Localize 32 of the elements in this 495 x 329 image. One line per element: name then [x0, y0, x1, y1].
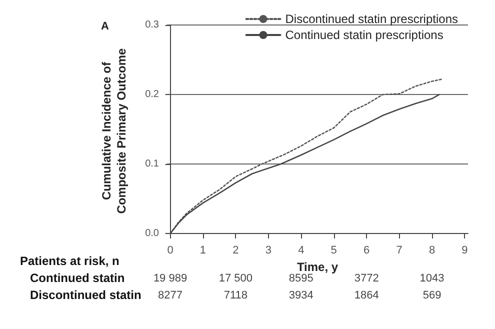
x-tick-label: 5: [330, 244, 337, 256]
text: 17 500: [218, 272, 253, 284]
legend-label: Discontinued statin prescriptions: [285, 12, 458, 26]
text: 8595: [288, 272, 314, 284]
y-tick-label: 0.2: [145, 89, 160, 100]
x-tick-label: 0: [167, 244, 174, 256]
legend-label: Continued statin prescriptions: [285, 28, 444, 42]
text: 569: [422, 290, 442, 302]
text: 1864: [354, 290, 379, 302]
text: 1043: [420, 272, 444, 284]
text: Continued statin: [30, 271, 125, 285]
y-tick-label: 0.1: [145, 158, 160, 170]
text: Patients at risk, n: [20, 254, 120, 268]
text: 3772: [354, 272, 379, 284]
text: 19 989: [153, 272, 188, 284]
y-tick-label: 0.3: [145, 20, 160, 30]
x-tick-label: 8: [428, 244, 436, 256]
x-tick-label: 1: [200, 244, 206, 256]
x-axis-title: Time, y: [296, 260, 338, 274]
chart-title: A: [101, 20, 109, 32]
text: 7118: [224, 290, 248, 302]
x-tick-label: 2: [232, 244, 239, 256]
x-tick-label: 7: [396, 244, 402, 256]
text: Discontinued statin: [30, 288, 142, 302]
text: 8277: [158, 290, 183, 302]
x-tick-label: 9: [462, 244, 468, 256]
x-tick-label: 6: [364, 244, 370, 256]
y-axis-title: Cumulative Incidence of Composite Primary Outcome: [100, 48, 128, 214]
x-tick-label: 3: [265, 244, 272, 256]
y-tick-label: 0.0: [145, 228, 160, 240]
text: 3934: [288, 290, 314, 302]
x-tick-label: 4: [298, 244, 304, 256]
